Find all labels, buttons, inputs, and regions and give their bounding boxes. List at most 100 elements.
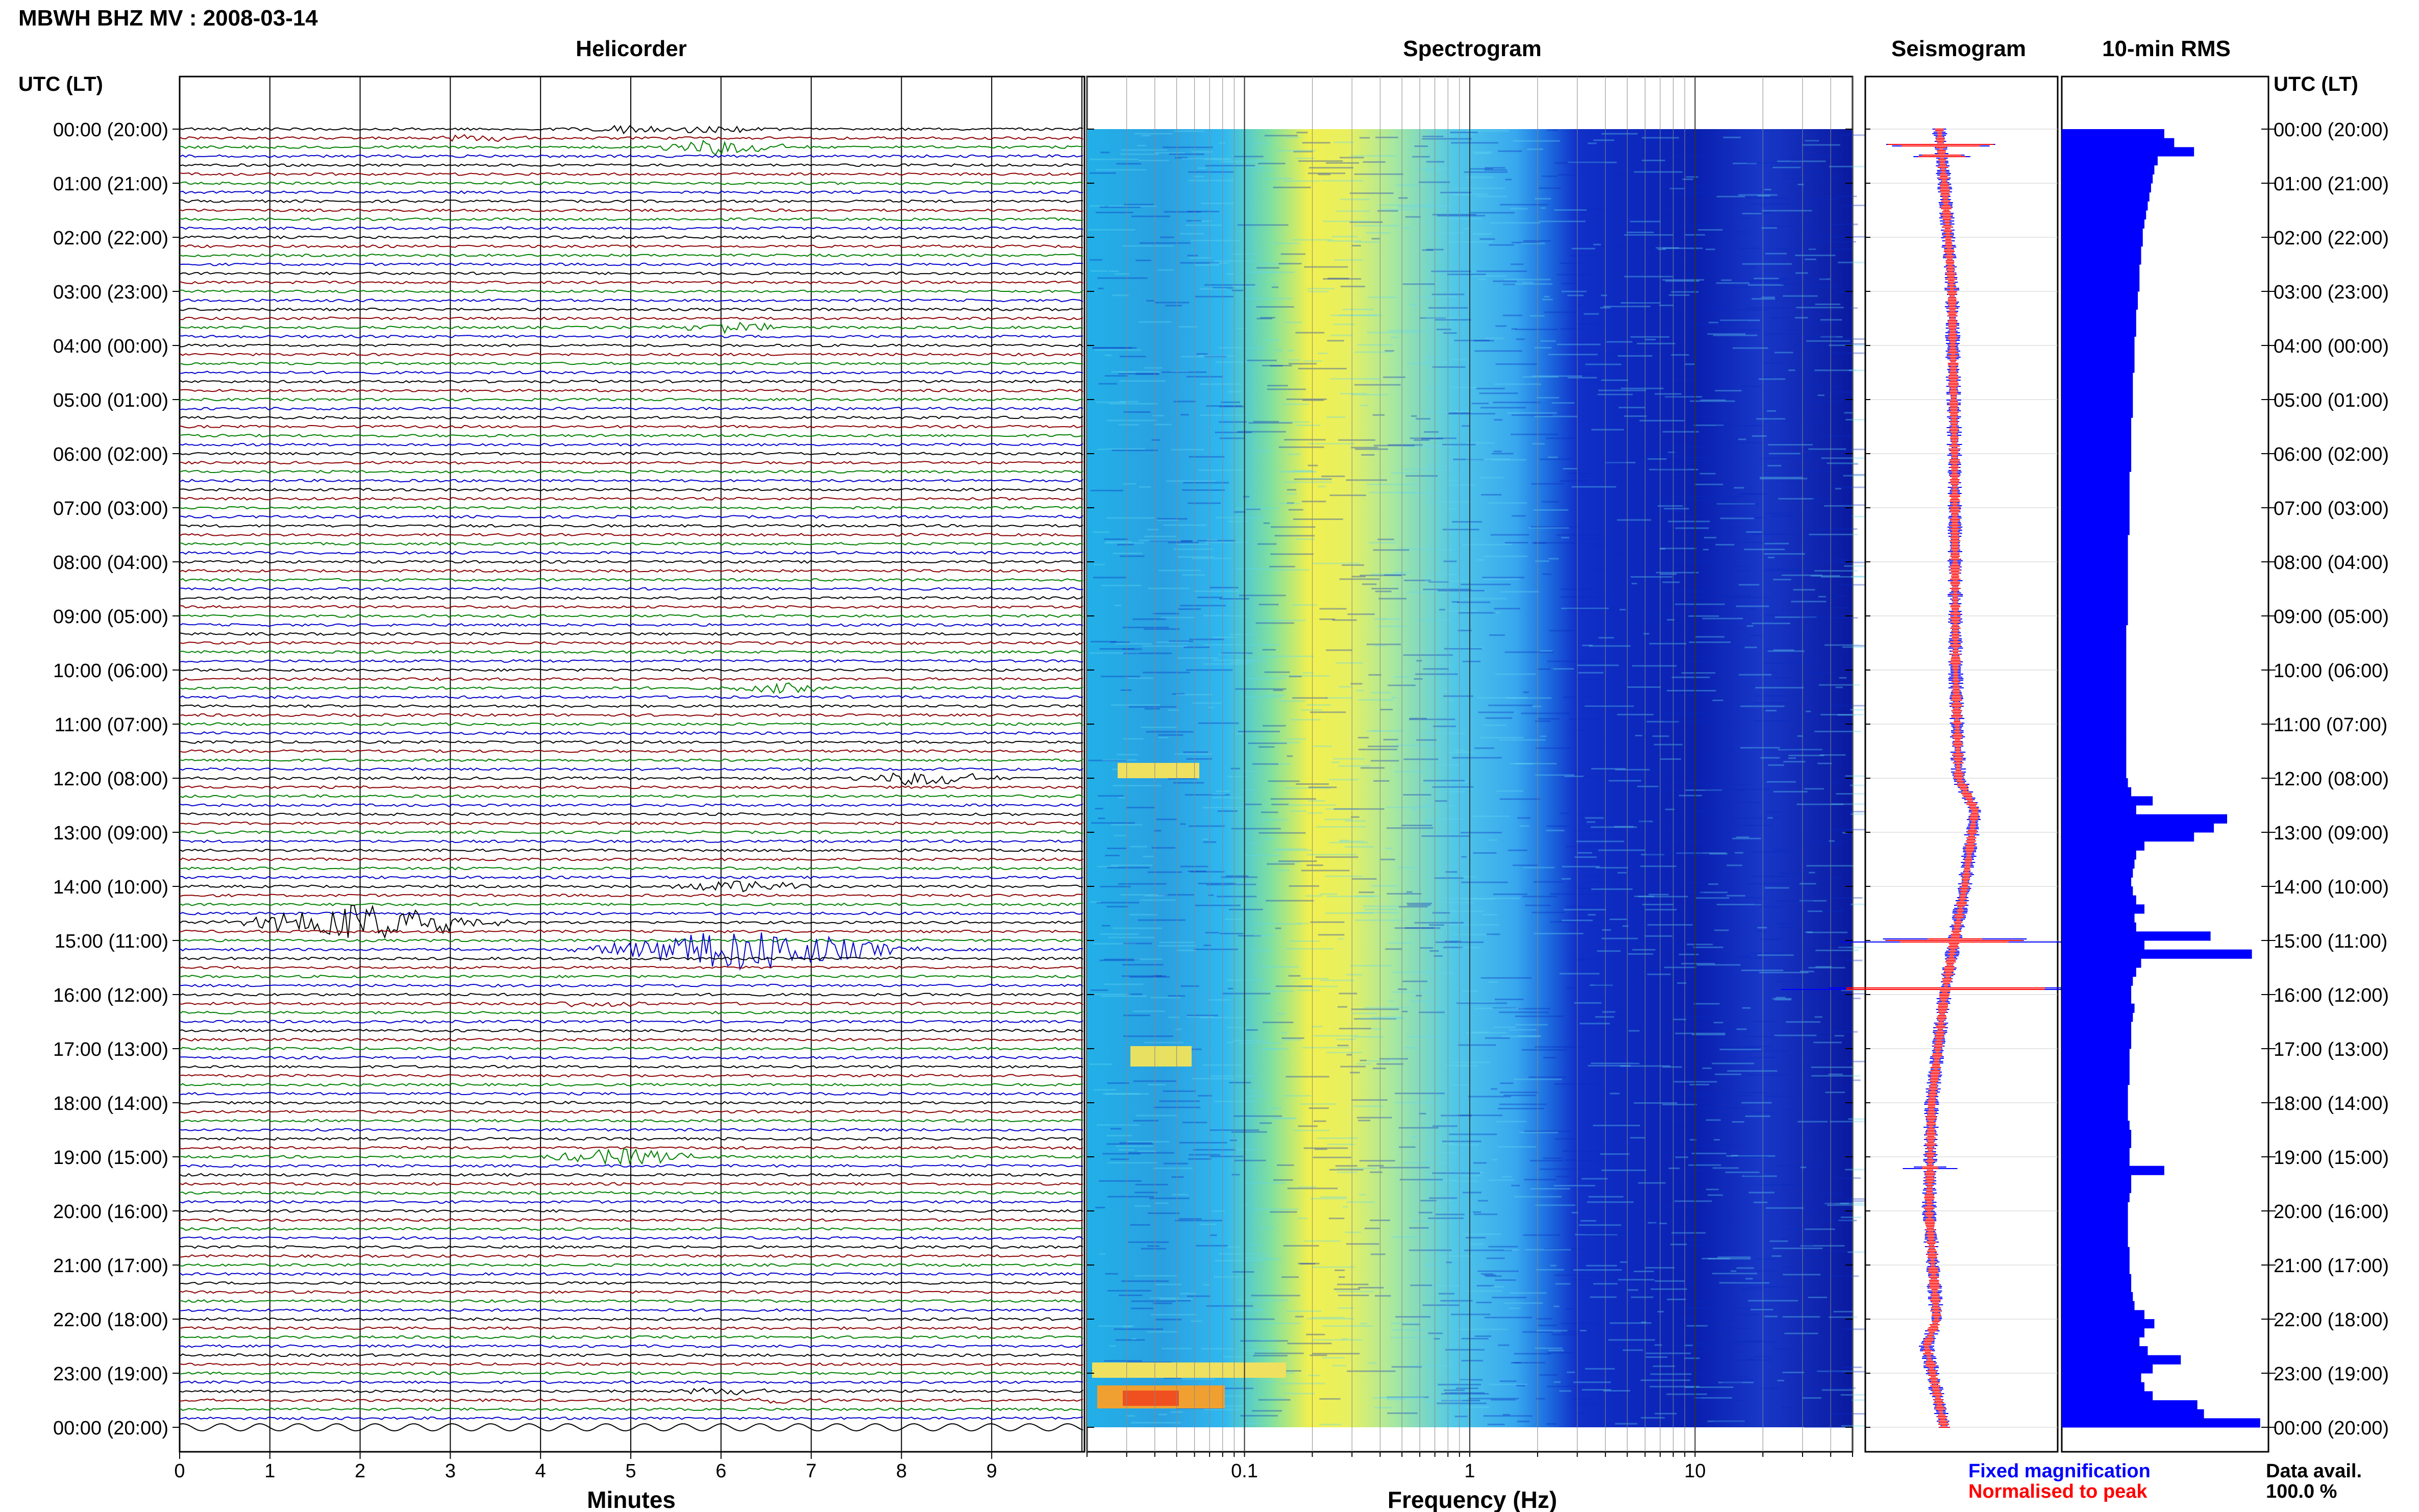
spectrogram-texture [1700,891,1728,894]
spectrogram-texture [1106,1134,1133,1136]
spectrogram-texture [1218,653,1248,655]
spectrogram-texture [1326,649,1353,651]
spectrogram-texture [1608,780,1641,782]
spectrogram-texture [1790,988,1824,990]
spectrogram-texture [1548,1349,1564,1351]
spectrogram-texture [1437,1402,1487,1404]
helicorder-trace [179,902,1083,906]
spectrogram-texture [1644,474,1688,476]
spectrogram-texture [1339,993,1357,995]
spectrogram-texture [1285,804,1336,806]
spectrogram-texture [1199,355,1236,357]
spectrogram-texture [1439,465,1451,467]
spectrogram-texture [1312,1026,1323,1028]
rms-bar [2062,895,2136,905]
spectrogram-texture [1764,189,1771,191]
spectrogram-texture [1843,205,1866,207]
spectrogram-texture [1370,1171,1383,1173]
spectrogram-texture [1781,283,1797,285]
spectrogram-texture [1175,753,1212,755]
spectrogram-texture [1633,1317,1650,1319]
spectrogram-texture [1101,676,1140,678]
legend-normalised-to-peak: Normalised to peak [1968,1481,2148,1502]
spectrogram-texture [1180,865,1208,867]
helicorder-trace [179,334,1083,338]
time-label-left: 22:00 (18:00) [53,1309,168,1331]
spectrogram-texture [1741,970,1784,972]
spectrogram-texture [1721,750,1735,752]
spectrogram-texture [1730,1313,1760,1316]
spectrogram-texture [1360,1323,1367,1325]
spectrogram-texture [1240,1415,1278,1417]
spectrogram-texture [1736,1280,1769,1282]
spectrogram-texture [1214,260,1260,262]
spectrogram-texture [1649,468,1698,470]
spectrogram-texture [1737,492,1764,494]
spectrogram-texture [1338,1276,1345,1278]
spectrogram-texture [1276,848,1306,850]
spectrogram-texture [1566,987,1575,989]
spectrogram-texture [1805,1228,1835,1230]
spectrogram-texture [1457,1002,1508,1004]
spectrogram-texture [1265,1381,1274,1383]
spectrogram-texture [1685,789,1722,791]
spectrogram-texture [1351,155,1396,157]
helicorder-x-tick-label: 3 [445,1460,456,1482]
spectrogram-texture [1286,471,1315,473]
spectrogram-texture [1819,528,1858,530]
spectrogram-texture [1584,1268,1589,1270]
spectrogram-texture [1709,853,1728,855]
spectrogram-texture [1432,366,1466,368]
spectrogram-texture [1817,236,1866,238]
spectrogram-texture [1288,453,1301,455]
spectrogram-texture [1735,569,1750,572]
spectrogram-texture [1265,178,1293,180]
spectrogram-texture [1760,478,1808,480]
spectrogram-texture [1601,294,1607,296]
time-label-left: 05:00 (01:00) [53,390,168,411]
spectrogram-texture [1180,356,1206,358]
spectrogram-texture [1758,378,1786,380]
spectrogram-texture [1189,825,1225,827]
spectrogram-texture [1329,494,1367,497]
spectrogram-texture [1803,199,1837,201]
spectrogram-texture [1334,259,1363,261]
spectrogram-texture [1760,1387,1779,1390]
spectrogram-texture [1126,1415,1135,1417]
spectrogram-texture [1391,1323,1419,1325]
spectrogram-texture [1367,483,1418,485]
spectrogram-texture [1214,1276,1247,1278]
spectrogram-texture [1288,363,1317,365]
spectrogram-texture [1436,329,1451,331]
spectrogram-texture [1655,336,1684,338]
spectrogram-texture [1521,712,1570,714]
spectrogram-texture [1360,405,1369,407]
spectrogram-texture [1231,1174,1240,1176]
spectrogram-texture [1345,1231,1361,1233]
spectrogram-texture [1198,722,1239,724]
time-label-right: 19:00 (15:00) [2274,1147,2389,1169]
spectrogram-texture [1774,616,1817,618]
spectrogram-texture [1687,1038,1711,1040]
spectrogram-texture [1527,148,1543,151]
rms-bar [2062,814,2227,824]
spectrogram-texture [1346,1201,1375,1203]
spectrogram-texture [1517,1421,1530,1423]
spectrogram-texture [1358,749,1397,751]
spectrogram-texture [1625,1210,1660,1212]
spectrogram-texture [1842,1366,1862,1368]
spectrogram-texture [1706,1119,1721,1121]
time-label-right: 02:00 (22:00) [2274,228,2389,249]
helicorder-trace [179,938,1083,943]
spectrogram-texture [1660,758,1682,760]
spectrogram-texture [1514,1353,1551,1355]
spectrogram-texture [1843,504,1875,506]
spectrogram-texture [1308,786,1337,788]
spectrogram-texture [1697,1183,1732,1185]
time-label-left: 20:00 (16:00) [53,1201,168,1223]
rms-bar [2062,1157,2130,1167]
spectrogram-texture [1147,871,1182,873]
rms-bar [2062,1130,2132,1139]
spectrogram-texture [1353,1105,1384,1107]
spectrogram-texture [1732,1341,1751,1343]
